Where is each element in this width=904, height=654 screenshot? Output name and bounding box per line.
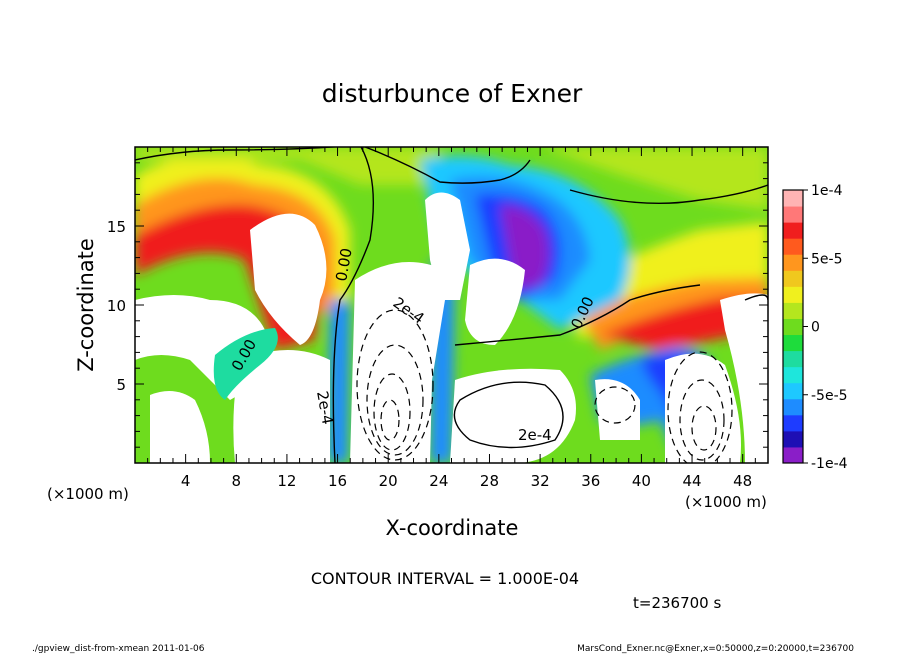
colorbar-swatch — [783, 446, 803, 464]
contour-label: 2e-4 — [518, 426, 552, 444]
x-unit-right: (×1000 m) — [685, 493, 767, 511]
colorbar-swatch — [783, 238, 803, 255]
colorbar-swatch — [783, 222, 803, 239]
x-tick-label: 4 — [181, 472, 191, 490]
colorbar-tick-label: 5e-5 — [811, 251, 842, 267]
colorbar-swatch — [783, 350, 803, 368]
footer-right: MarsCond_Exner.nc@Exner,x=0:50000,z=0:20… — [577, 644, 854, 654]
colorbar-swatch — [783, 286, 803, 303]
chart-title: disturbunce of Exner — [322, 79, 583, 108]
y-axis: 5 10 15 — [107, 162, 768, 448]
colorbar-swatch — [783, 270, 803, 287]
colorbar-swatch — [783, 382, 803, 400]
x-tick-label: 12 — [277, 472, 296, 490]
x-tick-label: 48 — [733, 472, 752, 490]
colorbar-tick-label: 1e-4 — [811, 183, 843, 199]
x-tick-label: 44 — [682, 472, 701, 490]
contour-label: 2e-4 — [313, 390, 337, 426]
colorbar-tick-label: -5e-5 — [811, 388, 848, 404]
footer-left: ./gpview_dist-from-xmean 2011-01-06 — [32, 644, 205, 654]
colorbar-swatch — [783, 190, 803, 207]
y-axis-label: Z-coordinate — [74, 238, 98, 372]
colorbar-swatch — [783, 366, 803, 384]
x-tick-label: 16 — [328, 472, 347, 490]
x-tick-label: 36 — [581, 472, 600, 490]
x-tick-label: 28 — [480, 472, 499, 490]
y-tick-label: 15 — [107, 218, 126, 236]
colorbar-swatch — [783, 302, 803, 319]
x-tick-label: 24 — [429, 472, 448, 490]
y-tick-label: 10 — [107, 297, 126, 315]
colorbar-tick-label: -1e-4 — [811, 456, 848, 472]
x-tick-label: 8 — [232, 472, 242, 490]
y-tick-label: 5 — [116, 376, 126, 394]
colorbar: 1e-4 5e-5 0 -5e-5 -1e-4 — [782, 183, 848, 472]
colorbar-swatch — [783, 334, 803, 352]
contour-label: 0.00 — [332, 247, 356, 283]
x-axis-label: X-coordinate — [386, 516, 519, 540]
color-field — [135, 147, 768, 463]
x-axis: 4 8 12 16 20 24 28 32 36 40 44 48 — [147, 147, 756, 490]
colorbar-swatch — [783, 430, 803, 448]
colorbar-swatch — [783, 254, 803, 271]
colorbar-swatch — [783, 414, 803, 432]
contour-interval-label: CONTOUR INTERVAL = 1.000E-04 — [311, 569, 579, 588]
x-unit-left: (×1000 m) — [47, 485, 129, 503]
x-tick-label: 20 — [379, 472, 398, 490]
x-tick-label: 40 — [632, 472, 651, 490]
colorbar-tick-label: 0 — [811, 320, 820, 336]
colorbar-swatch — [783, 318, 803, 336]
colorbar-swatch — [783, 206, 803, 223]
colorbar-swatch — [783, 398, 803, 416]
x-tick-label: 32 — [531, 472, 550, 490]
time-label: t=236700 s — [633, 594, 721, 612]
